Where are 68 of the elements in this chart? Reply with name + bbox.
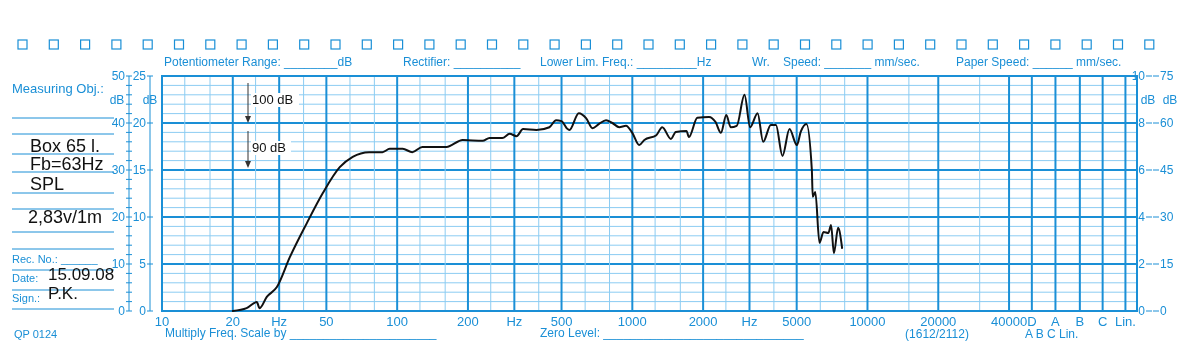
text: Sign.: — [12, 292, 41, 304]
text: 45 — [1160, 163, 1174, 177]
y2-tick-label: 5 — [139, 257, 147, 271]
x-tick-label: A — [1051, 314, 1061, 329]
text: 60 — [1160, 116, 1174, 130]
text: 30 — [1160, 210, 1174, 224]
text: Box 65 l. — [30, 136, 101, 156]
annotation: 90 dB — [252, 140, 286, 155]
y-tick-label: 30 — [111, 163, 126, 177]
y-axis-title: dB — [109, 93, 125, 107]
y-tick-label: 40 — [111, 116, 126, 130]
text: P.K. — [48, 284, 78, 303]
x-tick-label: 40000 — [990, 314, 1028, 329]
y2-tick-label: 25 — [132, 69, 147, 83]
y-tick-label: 20 — [111, 210, 126, 224]
text: Rectifier: __________ — [403, 55, 521, 69]
y3-tick-label: 8 — [1138, 116, 1146, 130]
x-tick-label: Hz — [271, 314, 288, 329]
text: Paper Speed: ______ mm/sec. — [956, 55, 1122, 69]
x-tick-label: 20000 — [920, 314, 957, 329]
text: Fb=63Hz — [30, 154, 104, 174]
x-tick-label: 10 — [154, 314, 170, 329]
x-tick-label: Hz — [741, 314, 758, 329]
y3-tick-label: 2 — [1138, 257, 1146, 271]
x-tick-label: 5000 — [782, 314, 812, 329]
x-tick-label: Hz — [506, 314, 523, 329]
text: QP 0124 — [14, 328, 58, 340]
text: Potentiometer Range: ________dB — [164, 55, 353, 69]
x-tick-label: 20 — [225, 314, 241, 329]
text: Date: — [12, 272, 39, 284]
text: Measuring Obj.: — [12, 81, 104, 96]
y2-tick-label: 15 — [132, 163, 147, 177]
text: 2,83v/1m — [28, 207, 103, 227]
y3-axis-title: dB — [1140, 93, 1156, 107]
x-tick-label: 100 — [386, 314, 409, 329]
x-tick-label: 2000 — [688, 314, 718, 329]
text: Multiply Freq. Scale by ______________________ — [165, 326, 437, 340]
text: Rec. No.: ______ — [12, 253, 99, 265]
y3-tick-label: 0 — [1138, 304, 1146, 318]
y3-tick-label: 6 — [1138, 163, 1146, 177]
x-tick-label: D — [1027, 314, 1037, 329]
text: Speed: _______ mm/sec. — [783, 55, 920, 69]
text: Zero Level: ______________________________ — [540, 326, 804, 340]
text: (1612/2112) — [905, 327, 969, 341]
x-tick-label: 1000 — [617, 314, 647, 329]
y3-tick-label: 4 — [1138, 210, 1146, 224]
x-tick-label: 50 — [319, 314, 334, 329]
y2-axis-title: dB — [142, 93, 158, 107]
y-tick-label: 50 — [111, 69, 126, 83]
x-tick-label: 200 — [457, 314, 479, 329]
x-tick-label: B — [1075, 314, 1085, 329]
x-tick-label: Lin. — [1114, 314, 1136, 329]
text: dB — [1162, 93, 1178, 107]
y2-tick-label: 20 — [132, 116, 147, 130]
text: A B C Lin. — [1025, 327, 1079, 341]
x-tick-label: 500 — [550, 314, 573, 329]
y2-tick-label: 10 — [132, 210, 147, 224]
text: SPL — [30, 174, 65, 194]
annotation: 100 dB — [252, 92, 294, 107]
y2-tick-label: 0 — [139, 304, 147, 318]
y-tick-label: 0 — [118, 304, 126, 318]
text: 75 — [1160, 69, 1174, 83]
text: 15 — [1160, 257, 1174, 271]
text: 0 — [1160, 304, 1167, 318]
x-tick-label: 10000 — [849, 314, 886, 329]
text: Wr. — [752, 55, 770, 69]
x-tick-label: C — [1097, 314, 1108, 329]
text: Lower Lim. Freq.: _________Hz — [540, 55, 712, 69]
